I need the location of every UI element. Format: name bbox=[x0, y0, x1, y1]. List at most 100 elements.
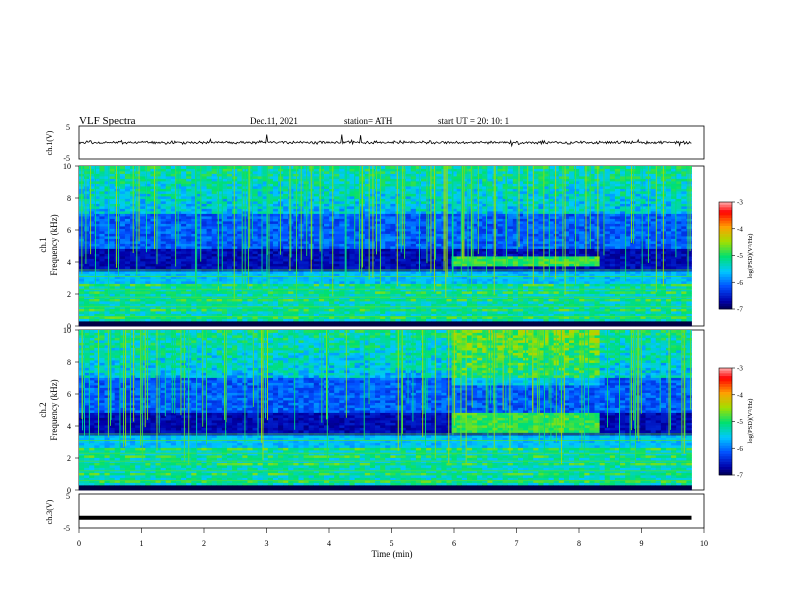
spectrogram-cell bbox=[227, 293, 233, 297]
spectrogram-cell bbox=[329, 318, 335, 322]
spectrogram-cell bbox=[415, 313, 422, 317]
spectrogram-cell bbox=[170, 276, 177, 279]
spectrogram-cell bbox=[410, 316, 417, 319]
spectrogram-cell bbox=[89, 271, 95, 274]
spectrogram-cell bbox=[420, 276, 427, 279]
spectrogram-cell bbox=[211, 186, 218, 189]
spectrogram-cell bbox=[252, 283, 259, 287]
spectrogram-cell bbox=[461, 188, 468, 192]
spectrogram-cell bbox=[390, 181, 396, 184]
spectrogram-cell bbox=[410, 201, 417, 204]
spectrogram-cell bbox=[196, 213, 202, 217]
spectrogram-cell bbox=[181, 206, 187, 209]
spectrogram-cell bbox=[380, 183, 386, 187]
spectrogram-cell bbox=[257, 166, 264, 169]
spectrogram-cell bbox=[145, 243, 151, 247]
spectrogram-cell bbox=[170, 166, 177, 169]
spectrogram-cell bbox=[344, 298, 350, 302]
spectrogram-cell bbox=[329, 306, 335, 309]
spectrogram-cell bbox=[359, 313, 366, 317]
spectrogram-cell bbox=[415, 218, 422, 222]
spectrogram-cell bbox=[257, 301, 264, 304]
spectrogram-cell bbox=[405, 258, 412, 262]
spectrogram-cell bbox=[385, 301, 391, 304]
spectrogram-cell bbox=[211, 293, 218, 297]
spectrogram-cell bbox=[334, 308, 340, 312]
spectrogram-cell bbox=[267, 316, 274, 319]
spectrogram-cell bbox=[150, 298, 156, 302]
spectrogram-cell bbox=[364, 266, 371, 269]
spectrogram-cell bbox=[211, 258, 218, 262]
spectrogram-cell bbox=[140, 241, 146, 244]
spectrogram-cell bbox=[124, 228, 131, 232]
spectrogram-cell bbox=[380, 306, 386, 309]
spectrogram-cell bbox=[84, 318, 90, 322]
spectrogram-cell bbox=[390, 306, 396, 309]
spectrogram-cell bbox=[472, 293, 478, 297]
spectrogram-cell bbox=[140, 231, 146, 234]
spectrogram-cell bbox=[334, 228, 340, 232]
spectrogram-cell bbox=[283, 318, 289, 322]
spectrogram-cell bbox=[451, 278, 458, 282]
spectrogram-cell bbox=[165, 276, 172, 279]
spectrogram-cell bbox=[237, 216, 243, 219]
spectrogram-cell bbox=[140, 306, 146, 309]
spectrogram-cell bbox=[298, 303, 304, 307]
spectrogram-cell bbox=[160, 283, 167, 287]
spectrogram-cell bbox=[119, 321, 126, 324]
spectrogram-cell bbox=[206, 308, 213, 312]
spectrogram-cell bbox=[308, 306, 315, 309]
spectrogram-cell bbox=[364, 241, 371, 244]
spectrogram-cell bbox=[150, 188, 156, 192]
spectrogram-cell bbox=[89, 221, 95, 224]
spectrogram-cell bbox=[150, 166, 156, 169]
spectrogram-cell bbox=[288, 301, 294, 304]
spectrogram-cell bbox=[334, 206, 340, 209]
spectrogram-cell bbox=[160, 288, 167, 292]
spectrogram-cell bbox=[283, 283, 289, 287]
spectrogram-cell bbox=[405, 166, 412, 169]
spectrogram-cell bbox=[232, 188, 238, 192]
spectrogram-cell bbox=[390, 241, 396, 244]
spectrogram-cell bbox=[124, 318, 131, 322]
spectrogram-cell bbox=[385, 228, 391, 232]
spectrogram-cell bbox=[119, 298, 126, 302]
spectrogram-cell bbox=[380, 178, 386, 182]
spectrogram-cell bbox=[272, 216, 279, 219]
spectrogram-cell bbox=[375, 231, 381, 234]
spectrogram-cell bbox=[237, 211, 243, 214]
spectrogram-cell bbox=[431, 321, 437, 324]
spectrogram-cell bbox=[237, 166, 243, 169]
spectrogram-cell bbox=[283, 223, 289, 227]
spectrogram-cell bbox=[431, 206, 437, 209]
spectrogram-cell bbox=[380, 286, 386, 289]
spectrogram-cell bbox=[446, 256, 452, 259]
spectrogram-cell bbox=[339, 231, 345, 234]
spectrogram-cell bbox=[160, 228, 167, 232]
spectrogram-cell bbox=[400, 213, 407, 217]
spectrogram-cell bbox=[344, 283, 350, 287]
spectrogram-cell bbox=[257, 321, 264, 324]
spectrogram-cell bbox=[130, 273, 136, 277]
spectrogram-cell bbox=[405, 198, 412, 202]
spectrogram-cell bbox=[405, 318, 412, 322]
spectrogram-cell bbox=[461, 301, 468, 304]
spectrogram-cell bbox=[196, 166, 202, 169]
spectrogram-cell bbox=[155, 293, 162, 297]
spectrogram-cell bbox=[160, 291, 167, 294]
spectrogram-cell bbox=[456, 271, 463, 274]
spectrogram-cell bbox=[216, 323, 223, 327]
spectrogram-cell bbox=[232, 316, 238, 319]
spectrogram-cell bbox=[410, 191, 417, 194]
spectrogram-cell bbox=[221, 196, 228, 199]
spectrogram-cell bbox=[364, 283, 371, 287]
spectrogram-cell bbox=[466, 168, 473, 172]
spectrogram-cell bbox=[237, 191, 243, 194]
spectrogram-cell bbox=[79, 313, 85, 317]
spectrogram-cell bbox=[431, 291, 437, 294]
spectrogram-cell bbox=[456, 178, 463, 182]
spectrogram-cell bbox=[283, 208, 289, 212]
spectrogram-cell bbox=[390, 291, 396, 294]
spectrogram-cell bbox=[390, 301, 396, 304]
spectrogram-cell bbox=[211, 238, 218, 242]
